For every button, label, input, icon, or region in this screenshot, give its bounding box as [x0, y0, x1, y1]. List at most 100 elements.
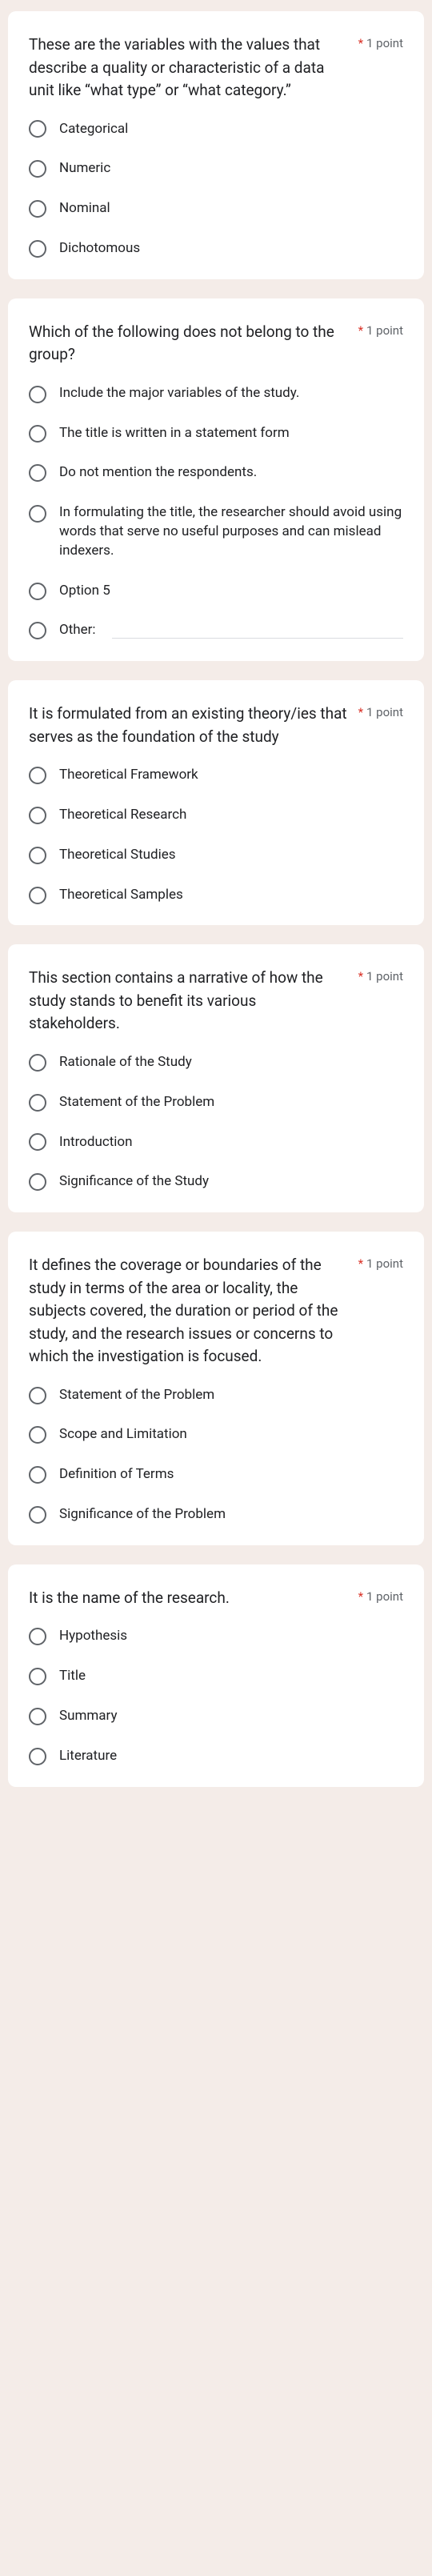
radio-icon — [29, 1173, 46, 1191]
radio-option[interactable]: Literature — [29, 1747, 403, 1766]
radio-option[interactable]: Introduction — [29, 1133, 403, 1152]
radio-option[interactable]: Include the major variables of the study… — [29, 384, 403, 403]
options-group: Rationale of the Study Statement of the P… — [29, 1053, 403, 1192]
radio-icon — [29, 425, 46, 443]
radio-option[interactable]: Dichotomous — [29, 239, 403, 258]
radio-option[interactable]: Statement of the Problem — [29, 1093, 403, 1112]
radio-option[interactable]: Do not mention the respondents. — [29, 463, 403, 483]
question-card: Which of the following does not belong t… — [8, 298, 424, 662]
points-text: 1 point — [366, 1256, 403, 1271]
option-label: Statement of the Problem — [59, 1386, 214, 1405]
option-label: The title is written in a statement form — [59, 424, 290, 443]
points-label: *1 point — [358, 1587, 403, 1604]
points-label: *1 point — [358, 967, 403, 984]
options-group: Hypothesis Title Summary Literature — [29, 1627, 403, 1765]
option-label: Theoretical Research — [59, 806, 186, 825]
radio-icon — [29, 120, 46, 138]
radio-icon — [29, 1387, 46, 1404]
radio-option[interactable]: Scope and Limitation — [29, 1425, 403, 1444]
option-label: Summary — [59, 1707, 117, 1726]
radio-option[interactable]: Theoretical Samples — [29, 886, 403, 905]
required-asterisk: * — [358, 36, 363, 50]
points-label: *1 point — [358, 703, 403, 719]
radio-option[interactable]: Hypothesis — [29, 1627, 403, 1646]
radio-option[interactable]: Rationale of the Study — [29, 1053, 403, 1072]
options-group: Theoretical Framework Theoretical Researc… — [29, 766, 403, 904]
points-text: 1 point — [366, 1589, 403, 1604]
radio-option[interactable]: Nominal — [29, 199, 403, 218]
radio-icon — [29, 160, 46, 178]
radio-icon — [29, 1708, 46, 1725]
points-label: *1 point — [358, 1254, 403, 1271]
radio-icon — [29, 240, 46, 258]
option-label: Literature — [59, 1747, 117, 1766]
question-header: This section contains a narrative of how… — [29, 967, 403, 1036]
question-text: It defines the coverage or boundaries of… — [29, 1254, 358, 1368]
points-text: 1 point — [366, 969, 403, 984]
question-text: These are the variables with the values … — [29, 34, 358, 102]
radio-option[interactable]: In formulating the title, the researcher… — [29, 503, 403, 560]
option-label: In formulating the title, the researcher… — [59, 503, 403, 560]
question-card: This section contains a narrative of how… — [8, 944, 424, 1212]
radio-icon — [29, 386, 46, 403]
radio-option[interactable]: Summary — [29, 1707, 403, 1726]
radio-option[interactable]: Option 5 — [29, 582, 403, 601]
radio-option[interactable]: Significance of the Study — [29, 1172, 403, 1192]
radio-option-other[interactable]: Other: — [29, 621, 403, 640]
radio-icon — [29, 1628, 46, 1645]
radio-option[interactable]: Numeric — [29, 159, 403, 178]
question-text: It is formulated from an existing theory… — [29, 703, 358, 748]
radio-icon — [29, 1133, 46, 1151]
option-label: Rationale of the Study — [59, 1053, 192, 1072]
option-label: Introduction — [59, 1133, 133, 1152]
option-label: Option 5 — [59, 582, 110, 601]
radio-option[interactable]: Theoretical Studies — [29, 846, 403, 865]
question-card: These are the variables with the values … — [8, 11, 424, 279]
options-group: Categorical Numeric Nominal Dichotomous — [29, 120, 403, 258]
question-text: Which of the following does not belong t… — [29, 321, 358, 367]
radio-option[interactable]: Definition of Terms — [29, 1465, 403, 1484]
option-label: Significance of the Study — [59, 1172, 209, 1192]
required-asterisk: * — [358, 323, 363, 338]
option-label: Numeric — [59, 159, 110, 178]
radio-option[interactable]: Theoretical Research — [29, 806, 403, 825]
question-header: These are the variables with the values … — [29, 34, 403, 102]
radio-icon — [29, 1668, 46, 1685]
points-text: 1 point — [366, 323, 403, 338]
option-label: Theoretical Framework — [59, 766, 198, 785]
radio-option[interactable]: Statement of the Problem — [29, 1386, 403, 1405]
option-label: Significance of the Problem — [59, 1505, 226, 1524]
radio-icon — [29, 1054, 46, 1072]
points-label: *1 point — [358, 34, 403, 50]
radio-option[interactable]: Significance of the Problem — [29, 1505, 403, 1524]
radio-icon — [29, 847, 46, 864]
radio-icon — [29, 1748, 46, 1765]
radio-option[interactable]: Theoretical Framework — [29, 766, 403, 785]
question-card: It defines the coverage or boundaries of… — [8, 1232, 424, 1545]
option-label: Theoretical Studies — [59, 846, 176, 865]
required-asterisk: * — [358, 1589, 363, 1604]
radio-icon — [29, 1506, 46, 1524]
option-label: Include the major variables of the study… — [59, 384, 299, 403]
option-label: Categorical — [59, 120, 128, 139]
other-label: Other: — [59, 621, 96, 640]
question-text: It is the name of the research. — [29, 1587, 358, 1610]
radio-icon — [29, 200, 46, 218]
radio-icon — [29, 807, 46, 824]
radio-icon — [29, 1426, 46, 1444]
radio-icon — [29, 464, 46, 482]
other-input[interactable] — [112, 623, 403, 639]
option-label: Statement of the Problem — [59, 1093, 214, 1112]
required-asterisk: * — [358, 705, 363, 719]
question-text: This section contains a narrative of how… — [29, 967, 358, 1036]
option-label: Definition of Terms — [59, 1465, 174, 1484]
radio-icon — [29, 1466, 46, 1484]
option-label: Do not mention the respondents. — [59, 463, 257, 483]
radio-icon — [29, 1094, 46, 1112]
required-asterisk: * — [358, 1256, 363, 1271]
radio-option[interactable]: Title — [29, 1667, 403, 1686]
options-group: Statement of the Problem Scope and Limita… — [29, 1386, 403, 1524]
radio-option[interactable]: Categorical — [29, 120, 403, 139]
option-label: Scope and Limitation — [59, 1425, 187, 1444]
radio-option[interactable]: The title is written in a statement form — [29, 424, 403, 443]
